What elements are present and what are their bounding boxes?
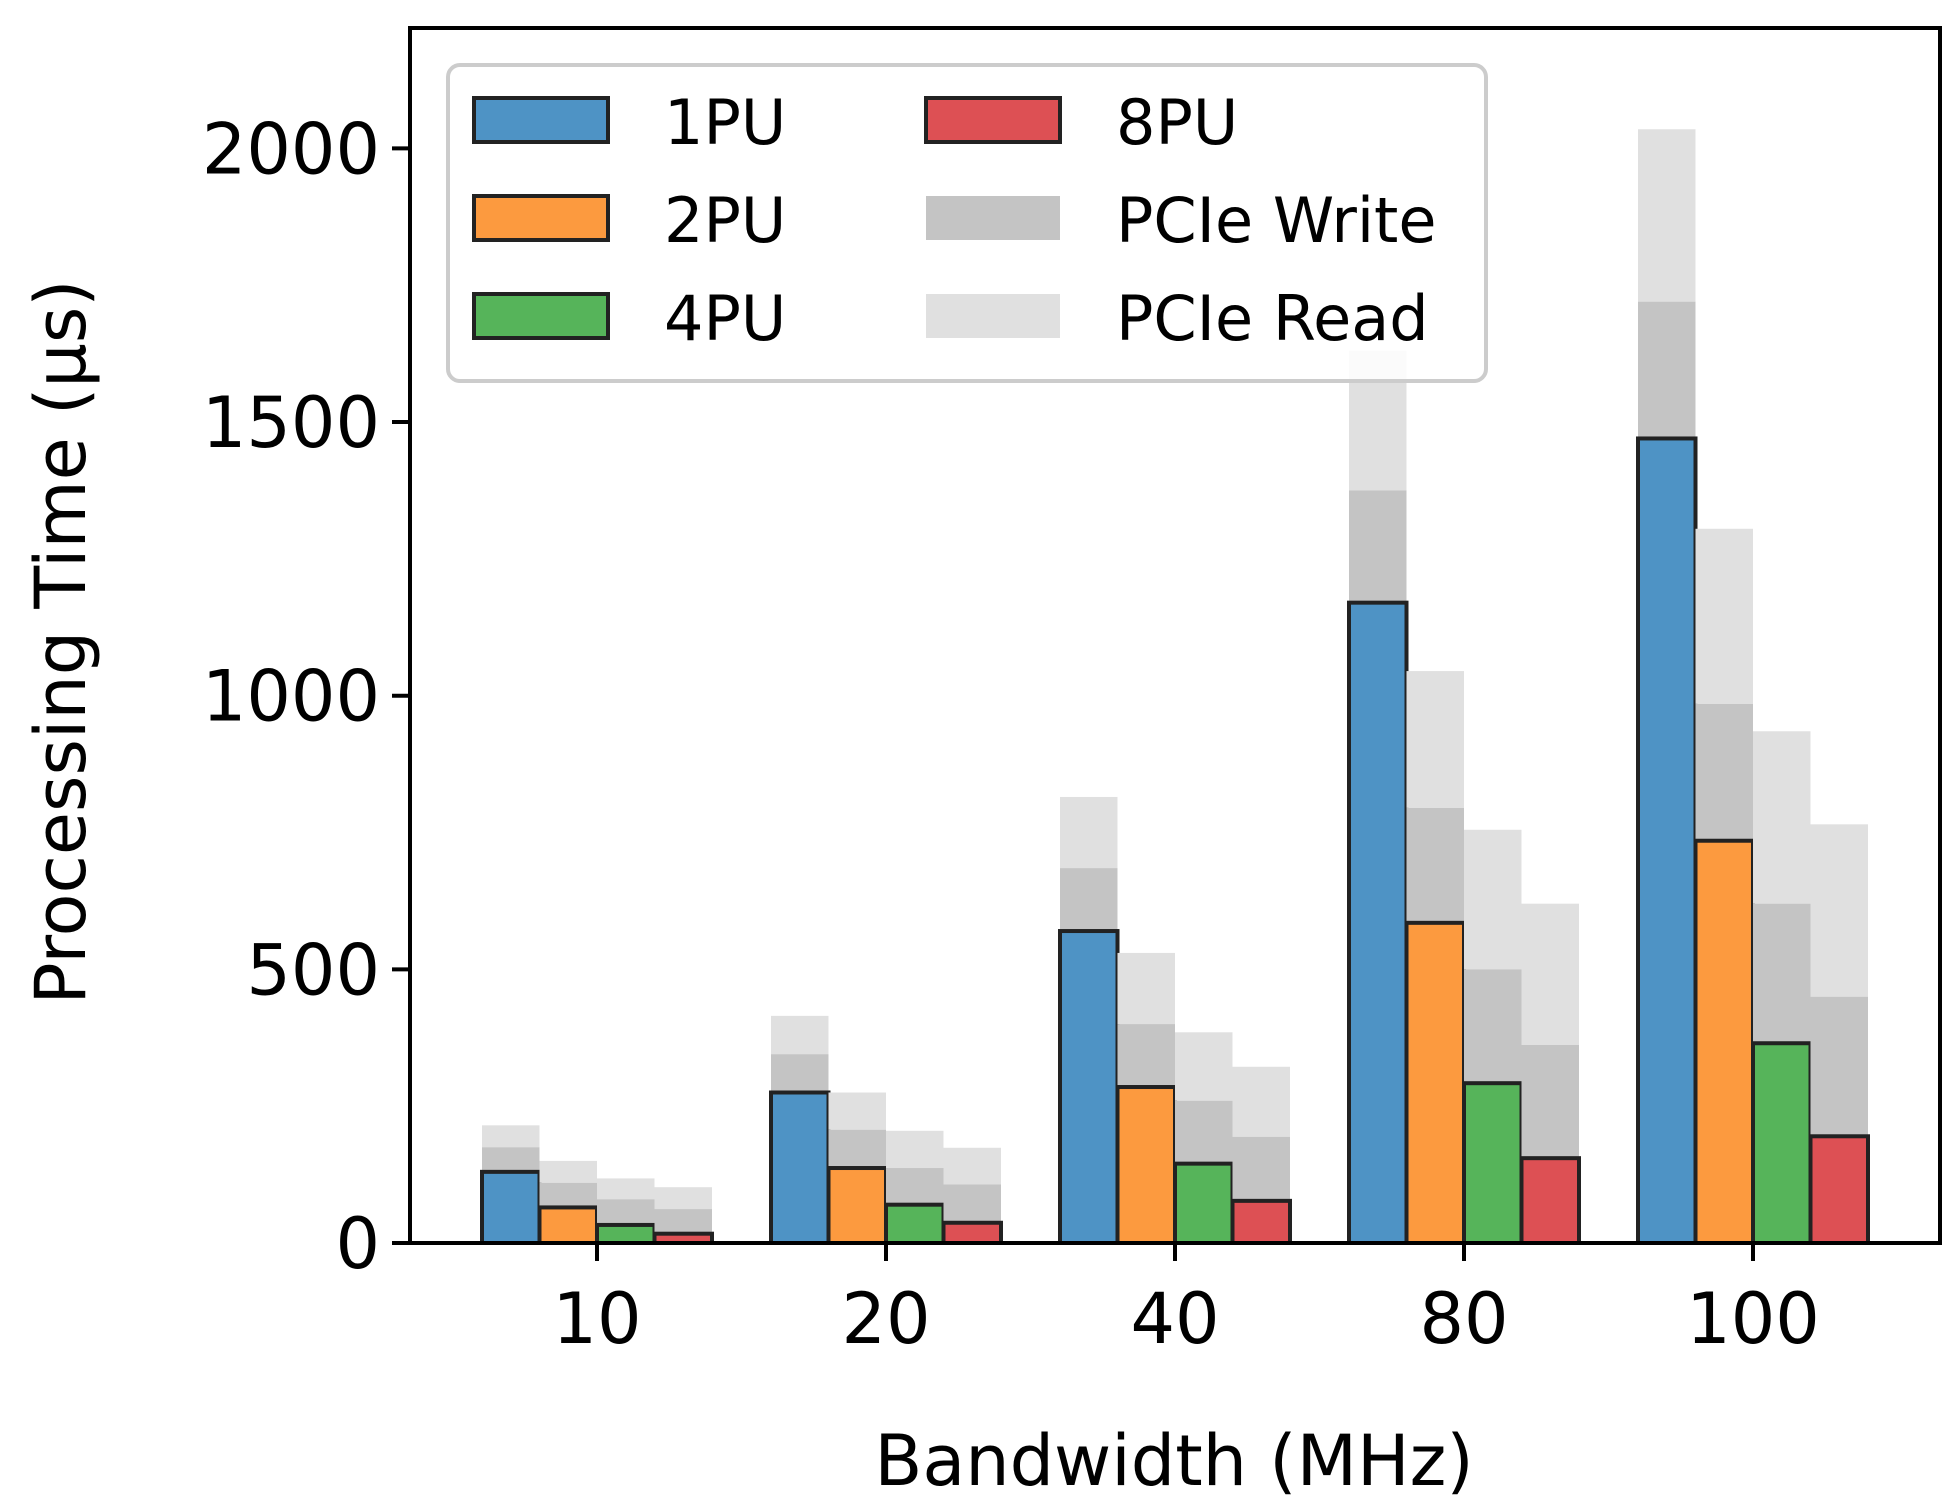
pcie-write-segment	[1810, 996, 1868, 1137]
pcie-read-segment	[1117, 952, 1175, 1025]
pcie-read-segment	[597, 1178, 655, 1200]
pcie-write-segment	[482, 1147, 540, 1172]
pcie-read-segment	[1060, 796, 1118, 869]
pcie-read-segment	[539, 1160, 597, 1183]
bar-1pu-100	[1636, 436, 1698, 1245]
bar-4pu-40	[1173, 1161, 1235, 1245]
legend-label: PCIe Write	[1116, 184, 1437, 257]
pcie-read-segment	[1521, 903, 1579, 1045]
pcie-read-segment	[886, 1130, 944, 1169]
bar-4pu-100	[1751, 1041, 1813, 1245]
pcie-write-segment	[943, 1184, 1001, 1223]
legend-label: 8PU	[1116, 86, 1238, 159]
bar-1pu-20	[769, 1090, 831, 1246]
y-axis-label: Processing Time (µs)	[20, 279, 102, 1004]
legend-label: 4PU	[664, 282, 786, 355]
bar-2pu-40	[1115, 1085, 1177, 1245]
pcie-read-segment	[482, 1125, 540, 1148]
pcie-read-segment	[1175, 1032, 1233, 1101]
pcie-write-segment	[1406, 807, 1464, 923]
bar-2pu-10	[537, 1205, 599, 1245]
pcie-write-segment	[1464, 969, 1522, 1084]
pcie-read-segment	[828, 1092, 886, 1130]
bar-8pu-20	[941, 1220, 1003, 1245]
y-tick-label: 1500	[202, 382, 380, 464]
pcie-write-segment	[1521, 1044, 1579, 1159]
x-axis-label: Bandwidth (MHz)	[874, 1420, 1473, 1502]
pcie-write-segment	[1638, 301, 1696, 439]
legend-swatch-pcie-read	[926, 294, 1060, 338]
x-tick-label: 20	[841, 1278, 930, 1360]
bar-8pu-100	[1808, 1134, 1870, 1245]
pcie-read-segment	[1810, 824, 1868, 997]
bar-8pu-40	[1230, 1198, 1292, 1246]
x-tick-label: 10	[552, 1278, 641, 1360]
pcie-write-segment	[539, 1182, 597, 1208]
pcie-write-segment	[771, 1054, 829, 1093]
legend-swatch-4pu	[472, 292, 610, 340]
pcie-read-segment	[771, 1015, 829, 1055]
bar-4pu-10	[595, 1222, 657, 1246]
pcie-write-segment	[886, 1168, 944, 1205]
pcie-read-segment	[1638, 129, 1696, 302]
pcie-write-segment	[1232, 1136, 1290, 1201]
bar-2pu-100	[1693, 838, 1755, 1246]
pcie-read-segment	[943, 1147, 1001, 1185]
bars-layer	[480, 129, 1870, 1246]
pcie-write-segment	[828, 1129, 886, 1169]
legend-swatch-1pu	[472, 96, 610, 144]
legend-label: 1PU	[664, 86, 786, 159]
y-tick-label: 1000	[202, 656, 380, 738]
x-tick-label: 40	[1130, 1278, 1219, 1360]
legend: 1PU 2PU 4PU 8PU PCIe Write PCIe Read	[446, 63, 1488, 383]
legend-swatch-pcie-write	[926, 196, 1060, 240]
pcie-write-segment	[597, 1199, 655, 1225]
pcie-write-segment	[1060, 868, 1118, 932]
pcie-read-segment	[654, 1187, 712, 1210]
y-tick-label: 500	[246, 929, 380, 1011]
legend-swatch-2pu	[472, 194, 610, 242]
y-tick-label: 0	[335, 1203, 380, 1285]
bar-2pu-80	[1404, 920, 1466, 1245]
legend-label: 2PU	[664, 184, 786, 257]
legend-swatch-8pu	[924, 96, 1062, 144]
pcie-read-segment	[1753, 731, 1811, 904]
pcie-write-segment	[1175, 1100, 1233, 1164]
pcie-read-segment	[1406, 671, 1464, 808]
pcie-write-segment	[1695, 703, 1753, 841]
legend-label: PCIe Read	[1116, 282, 1429, 355]
y-tick-label: 2000	[202, 108, 380, 190]
bar-8pu-80	[1519, 1156, 1581, 1246]
pcie-write-segment	[1349, 490, 1407, 603]
bar-4pu-80	[1462, 1081, 1524, 1246]
bar-1pu-10	[480, 1169, 542, 1245]
pcie-read-segment	[1695, 528, 1753, 704]
pcie-read-segment	[1232, 1066, 1290, 1137]
x-tick-label: 100	[1686, 1278, 1820, 1360]
pcie-write-segment	[654, 1209, 712, 1234]
bar-1pu-40	[1058, 929, 1120, 1245]
pcie-write-segment	[1117, 1024, 1175, 1088]
bar-1pu-80	[1347, 600, 1409, 1245]
pcie-read-segment	[1464, 829, 1522, 970]
x-tick-label: 80	[1419, 1278, 1508, 1360]
bar-2pu-20	[826, 1166, 888, 1245]
pcie-write-segment	[1753, 903, 1811, 1044]
bar-4pu-20	[884, 1202, 946, 1246]
